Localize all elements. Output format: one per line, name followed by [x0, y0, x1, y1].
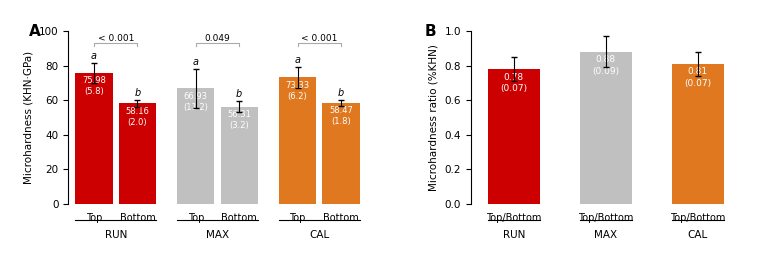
Text: RUN: RUN	[105, 230, 127, 240]
Text: b: b	[338, 88, 344, 98]
Bar	[672, 64, 724, 204]
Y-axis label: Microhardness (KHN·GPa): Microhardness (KHN·GPa)	[24, 51, 33, 184]
Bar	[177, 88, 215, 204]
Text: a: a	[91, 51, 97, 61]
Text: Top/Bottom: Top/Bottom	[578, 213, 634, 223]
Text: < 0.001: < 0.001	[301, 34, 338, 43]
Text: Bottom: Bottom	[120, 213, 156, 223]
Text: 0.78
(0.07): 0.78 (0.07)	[500, 73, 528, 93]
Text: 56.31
(3.2): 56.31 (3.2)	[227, 110, 251, 130]
Text: < 0.001: < 0.001	[98, 34, 134, 43]
Text: MAX: MAX	[594, 230, 617, 240]
Text: Top: Top	[86, 213, 102, 223]
Text: b: b	[134, 88, 140, 98]
Text: 0.81
(0.07): 0.81 (0.07)	[684, 68, 711, 88]
Text: Top: Top	[289, 213, 306, 223]
Text: B: B	[424, 25, 436, 39]
Text: RUN: RUN	[502, 230, 525, 240]
Bar	[221, 106, 258, 204]
Text: Top/Bottom: Top/Bottom	[670, 213, 726, 223]
Text: 73.33
(6.2): 73.33 (6.2)	[285, 81, 310, 101]
Text: 0.88
(0.09): 0.88 (0.09)	[592, 55, 619, 75]
Bar	[75, 73, 113, 204]
Text: A: A	[29, 25, 41, 39]
Text: Top/Bottom: Top/Bottom	[486, 213, 541, 223]
Bar	[279, 77, 317, 204]
Text: a: a	[193, 57, 199, 67]
Text: MAX: MAX	[206, 230, 229, 240]
Text: CAL: CAL	[309, 230, 329, 240]
Bar	[487, 69, 540, 204]
Text: Top: Top	[187, 213, 204, 223]
Text: 66.93
(11.2): 66.93 (11.2)	[184, 92, 208, 112]
Text: a: a	[294, 55, 301, 65]
Text: b: b	[236, 89, 242, 99]
Text: Bottom: Bottom	[222, 213, 257, 223]
Text: Bottom: Bottom	[323, 213, 359, 223]
Text: 0.049: 0.049	[205, 34, 231, 43]
Text: 75.98
(5.8): 75.98 (5.8)	[82, 76, 106, 96]
Text: 58.16
(2.0): 58.16 (2.0)	[125, 107, 150, 127]
Bar	[323, 103, 360, 204]
Bar	[119, 103, 156, 204]
Y-axis label: Microhardness ratio (%KHN): Microhardness ratio (%KHN)	[429, 44, 439, 191]
Text: CAL: CAL	[688, 230, 708, 240]
Bar	[580, 52, 631, 204]
Text: 58.47
(1.8): 58.47 (1.8)	[329, 106, 353, 126]
